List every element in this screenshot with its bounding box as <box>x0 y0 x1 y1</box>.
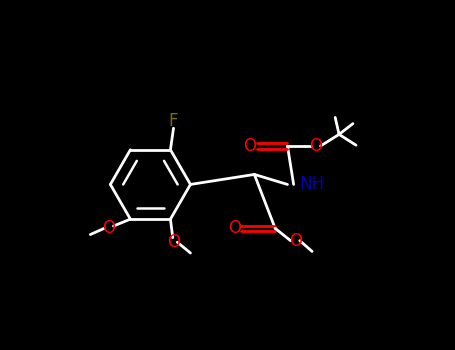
Text: O: O <box>228 219 241 237</box>
Text: O: O <box>309 137 323 155</box>
Text: O: O <box>288 232 302 250</box>
Text: NH: NH <box>299 175 324 194</box>
Text: O: O <box>102 219 115 237</box>
Text: F: F <box>169 112 178 130</box>
Text: O: O <box>167 233 180 251</box>
Text: O: O <box>243 137 256 155</box>
